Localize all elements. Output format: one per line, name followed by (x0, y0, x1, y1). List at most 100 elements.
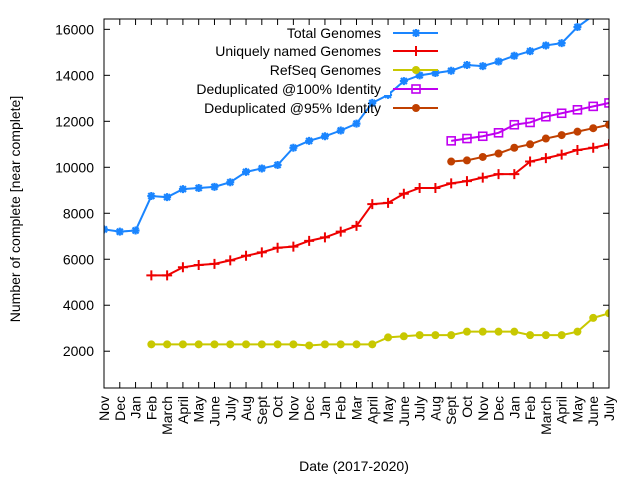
x-tick-label: Nov (285, 396, 301, 421)
x-tick-label: Dec (301, 396, 317, 421)
data-point (399, 332, 408, 341)
series-4 (447, 120, 609, 166)
data-point (573, 327, 582, 336)
x-tick-label: Jan (128, 396, 144, 419)
data-point (210, 340, 219, 349)
data-point (367, 199, 378, 210)
data-point (493, 169, 504, 180)
data-point (556, 149, 567, 160)
x-tick-label: Sept (443, 396, 459, 425)
data-point (209, 258, 220, 269)
data-point (462, 133, 472, 144)
x-tick-label: June (585, 396, 601, 427)
y-axis-title: Number of complete [near complete] (7, 96, 23, 322)
data-point (163, 340, 172, 349)
data-point (304, 235, 315, 246)
x-tick-label: Nov (475, 396, 491, 421)
data-point (541, 331, 550, 340)
data-point (289, 143, 298, 152)
x-tick-label: March (159, 396, 175, 435)
data-point (605, 120, 609, 129)
x-tick-label: March (538, 396, 554, 435)
data-point (256, 247, 267, 258)
data-point (573, 127, 582, 136)
data-point (272, 242, 283, 253)
data-point (336, 340, 345, 349)
legend-marker (412, 104, 420, 112)
legend-label: Total Genomes (287, 25, 381, 41)
x-tick-label: Dec (491, 396, 507, 421)
data-point (194, 340, 203, 349)
x-tick-label: Jan (317, 396, 333, 419)
legend-marker (411, 46, 421, 56)
x-tick-label: Oct (459, 396, 475, 418)
legend-label: Deduplicated @95% Identity (204, 100, 381, 116)
x-tick-label: July (412, 396, 428, 421)
data-point (147, 340, 156, 349)
y-tick-label: 8000 (63, 205, 94, 221)
x-tick-label: May (191, 396, 207, 422)
x-axis-title: Date (2017-2020) (299, 458, 409, 474)
data-point (510, 143, 519, 152)
data-point (430, 182, 441, 193)
x-tick-label: Oct (270, 396, 286, 418)
data-point (541, 41, 550, 50)
legend-bg (384, 62, 390, 76)
series-line (151, 312, 609, 347)
data-point (525, 156, 536, 167)
data-point (288, 241, 299, 252)
x-tick-label: Sept (254, 396, 270, 425)
data-point (163, 193, 172, 202)
data-point (573, 23, 582, 32)
x-tick-label: July (222, 396, 238, 421)
series-3 (446, 98, 609, 146)
data-point (336, 126, 345, 135)
data-point (541, 134, 550, 143)
y-tick-label: 10000 (55, 159, 94, 175)
x-tick-label: April (554, 396, 570, 424)
data-point (194, 183, 203, 192)
data-point (447, 66, 456, 75)
data-point (162, 270, 173, 281)
data-point (541, 111, 551, 122)
data-point (193, 260, 204, 270)
data-point (257, 164, 266, 173)
data-point (462, 156, 471, 165)
x-tick-label: June (206, 396, 222, 427)
data-point (494, 57, 503, 66)
data-point (447, 331, 456, 340)
legend-bg (384, 81, 390, 95)
data-point (431, 69, 440, 78)
data-point (398, 188, 409, 199)
data-point (540, 153, 551, 164)
data-point (131, 226, 140, 235)
x-tick-label: Feb (143, 396, 159, 420)
data-point (273, 340, 282, 349)
data-point (478, 62, 487, 71)
y-tick-label: 14000 (55, 67, 94, 83)
data-point (526, 331, 535, 340)
x-tick-label: Nov (96, 396, 112, 421)
data-point (604, 139, 609, 150)
series-2 (147, 309, 609, 350)
data-point (478, 327, 487, 336)
data-point (493, 128, 504, 138)
y-tick-label: 6000 (63, 251, 94, 267)
legend-marker (411, 84, 421, 94)
legend-bg (384, 100, 390, 114)
data-point (589, 313, 598, 322)
data-point (399, 77, 408, 86)
data-point (588, 142, 599, 153)
data-point (526, 140, 535, 149)
data-point (319, 232, 330, 243)
data-point (572, 145, 583, 156)
data-point (446, 178, 457, 189)
x-tick-label: Mar (349, 396, 365, 420)
legend-label: RefSeq Genomes (270, 62, 381, 78)
data-point (415, 331, 424, 340)
y-tick-label: 12000 (55, 113, 94, 129)
data-point (572, 105, 583, 115)
data-point (352, 119, 361, 128)
y-tick-label: 4000 (63, 297, 94, 313)
